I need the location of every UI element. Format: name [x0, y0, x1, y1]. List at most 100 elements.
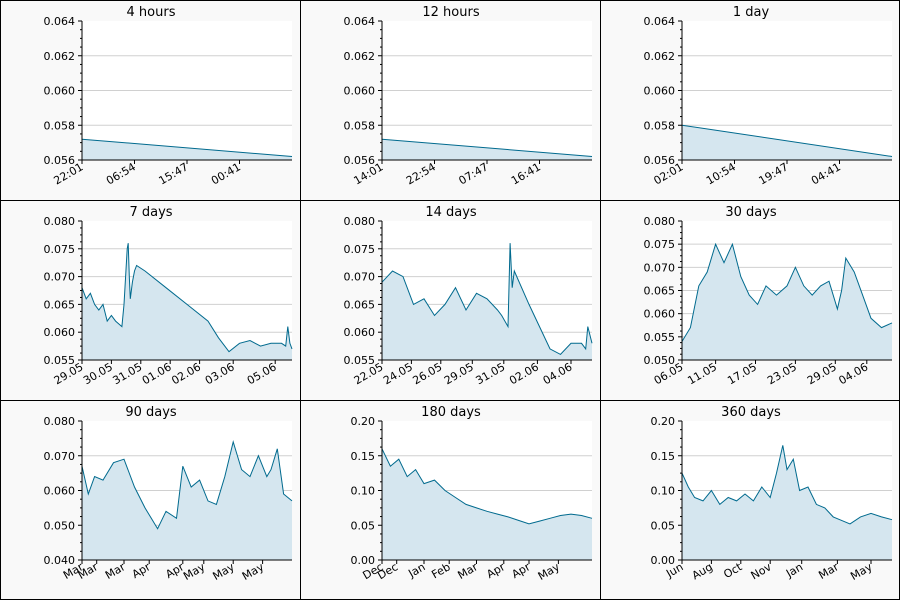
series-line: [681, 242, 893, 342]
series-area: [82, 441, 292, 560]
chart-panel: 360 days 0.20 0.15 0.10 0.05 0.00 Jun Aug Oct Nov…: [600, 400, 900, 600]
series-line: [81, 243, 293, 353]
x-tick-label: 29.05: [442, 360, 476, 387]
y-tick-label: 0.080: [644, 215, 676, 228]
y-tick-label: 0.075: [344, 243, 376, 256]
chart-panel: 14 days 0.080 0.075 0.070 0.065 0.060 0.055 22.…: [300, 200, 601, 401]
y-tick-label: 0.065: [344, 298, 376, 311]
chart-svg: 7 days0.0800.0750.0700.0650.0600.05529.0…: [44, 205, 293, 387]
x-tick-label: 10:54: [704, 160, 738, 187]
y-tick-label: 0.056: [644, 154, 676, 167]
y-tick-label: 0.060: [644, 85, 676, 98]
y-tick-label: 0.070: [44, 271, 76, 284]
y-tick-label: 0.060: [644, 308, 676, 321]
x-tick-label: 03.06: [203, 360, 237, 387]
y-tick-label: 0.10: [351, 485, 376, 498]
y-tick-label: 0.064: [344, 15, 376, 28]
series-line: [681, 124, 893, 157]
y-tick-label: 0.15: [651, 450, 676, 463]
y-tick-label: 0.080: [44, 215, 76, 228]
chart-title: 1 day: [733, 5, 770, 20]
y-tick-label: 0.064: [644, 15, 676, 28]
y-tick-label: 0.05: [351, 519, 376, 532]
x-tick-label: 23.05: [765, 360, 799, 387]
series-area: [682, 125, 892, 160]
chart-title: 4 hours: [127, 5, 176, 20]
y-tick-label: 0.060: [344, 85, 376, 98]
x-tick-label: 31.05: [474, 360, 508, 387]
x-tick-label: 24.05: [381, 360, 415, 387]
y-tick-label: 0.20: [351, 415, 376, 428]
series-area: [682, 445, 892, 560]
chart-title: 30 days: [725, 205, 777, 220]
y-tick-label: 0.056: [44, 154, 76, 167]
x-tick-label: 15:47: [157, 160, 191, 187]
x-tick-label: 22:54: [404, 160, 438, 187]
chart-title: 7 days: [129, 205, 172, 220]
y-tick-label: 0.070: [44, 450, 76, 463]
y-tick-label: 0.060: [44, 485, 76, 498]
x-tick-label: 11.05: [685, 360, 719, 387]
x-tick-label: 17.05: [725, 360, 759, 387]
y-tick-label: 0.064: [44, 15, 76, 28]
chart-svg: 14 days0.0800.0750.0700.0650.0600.05522.…: [344, 205, 593, 387]
y-tick-label: 0.15: [351, 450, 376, 463]
x-tick-label: 01.06: [140, 360, 174, 387]
x-tick-label: 06:54: [104, 160, 138, 187]
x-tick-label: 04.06: [837, 360, 871, 387]
x-tick-label: 16:41: [509, 160, 543, 187]
y-tick-label: 0.062: [344, 50, 376, 63]
series-line: [381, 138, 593, 157]
x-tick-label: 07:47: [457, 160, 491, 187]
y-tick-label: 0.075: [644, 238, 676, 251]
chart-title: 180 days: [421, 405, 481, 420]
chart-panel: 30 days 0.080 0.075 0.070 0.065 0.060 0.055 0.0…: [600, 200, 900, 401]
chart-panel: 90 days 0.080 0.070 0.060 0.050 0.040 Mar Mar Ma…: [0, 400, 301, 600]
y-tick-label: 0.00: [651, 554, 676, 567]
chart-title: 14 days: [425, 205, 477, 220]
x-tick-label: 30.05: [81, 360, 115, 387]
x-tick-label: 05.06: [245, 360, 279, 387]
y-tick-label: 0.056: [344, 154, 376, 167]
x-tick-label: 02.06: [507, 360, 541, 387]
x-tick-label: 04.06: [541, 360, 575, 387]
x-tick-label: 02.06: [169, 360, 203, 387]
chart-svg: 30 days 0.080 0.075 0.070 0.065 0.060 0.055 0.0…: [644, 205, 893, 387]
y-tick-label: 0.05: [651, 519, 676, 532]
y-tick-label: 0.058: [44, 119, 76, 132]
y-tick-label: 0.060: [44, 85, 76, 98]
chart-title: 90 days: [125, 405, 177, 420]
x-tick-label: 04:41: [809, 160, 843, 187]
y-tick-label: 0.062: [44, 50, 76, 63]
series-line: [81, 439, 293, 530]
series-area: [382, 243, 592, 360]
series-line: [681, 445, 893, 525]
chart-panel: 12 hours 0.064 0.062 0.060 0.058 0.056 14:01 22…: [300, 0, 601, 201]
y-tick-label: 0.080: [344, 215, 376, 228]
x-tick-label: 31.05: [111, 360, 145, 387]
y-tick-label: 0.00: [351, 554, 376, 567]
chart-panel: 180 days 0.20 0.15 0.10 0.05 0.00 Dec Dec Jan Feb…: [300, 400, 601, 600]
y-tick-label: 0.058: [644, 119, 676, 132]
series-area: [82, 139, 292, 160]
x-tick-label: 26.05: [411, 360, 445, 387]
chart-panel: 4 hours 0.064 0.062 0.060 0.058 0.056 22:01 06:…: [0, 0, 301, 201]
series-area: [682, 244, 892, 360]
chart-panel: 1 day 0.064 0.062 0.060 0.058 0.056 02:01 10:54…: [600, 0, 900, 201]
y-tick-label: 0.055: [644, 331, 676, 344]
y-tick-label: 0.058: [344, 119, 376, 132]
y-tick-label: 0.055: [44, 354, 76, 367]
y-tick-label: 0.075: [44, 243, 76, 256]
x-tick-label: 00:41: [209, 160, 243, 187]
y-tick-label: 0.070: [344, 271, 376, 284]
y-tick-label: 0.080: [44, 415, 76, 428]
series-line: [381, 243, 593, 356]
y-tick-label: 0.065: [644, 285, 676, 298]
y-tick-label: 0.040: [44, 554, 76, 567]
series-area: [382, 448, 592, 560]
